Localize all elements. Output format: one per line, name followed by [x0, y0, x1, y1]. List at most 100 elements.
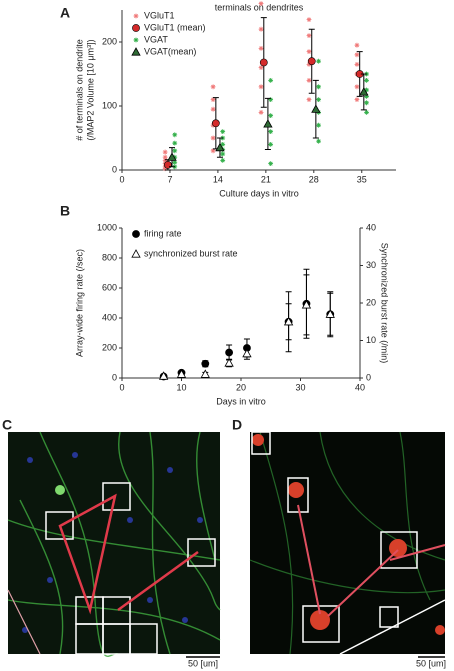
point [259, 58, 268, 67]
legend-label: VGAT(mean) [144, 46, 196, 56]
legend-label: VGAT [144, 34, 168, 44]
point [316, 97, 321, 102]
x-tick-label: 14 [213, 174, 223, 184]
point [306, 78, 312, 83]
y2-tick-label: 20 [366, 297, 376, 307]
y-tick-label: 0 [112, 164, 117, 174]
y-tick-label: 800 [102, 252, 117, 262]
point [162, 154, 168, 160]
point [211, 119, 220, 128]
y-tick-label: 400 [102, 312, 117, 322]
point [354, 42, 360, 48]
y2-tick-label: 10 [366, 335, 376, 345]
y-axis-label: # of terminals on dendrite [74, 39, 84, 141]
x-tick-label: 21 [261, 174, 271, 184]
point [258, 46, 264, 51]
point [364, 110, 369, 115]
point [167, 152, 177, 161]
panel-label: D [232, 417, 242, 433]
y2-tick-label: 30 [366, 260, 376, 270]
legend-marker [131, 249, 141, 258]
point [316, 84, 321, 90]
point [268, 161, 274, 166]
point [172, 132, 178, 138]
point [316, 122, 321, 128]
point [325, 309, 335, 318]
point [316, 58, 321, 64]
x-tick-label: 20 [236, 382, 246, 392]
legend-label: VGluT1 [144, 10, 175, 20]
y-tick-label: 200 [102, 342, 117, 352]
x-axis-label: Days in vitro [216, 396, 266, 406]
micrograph-c [7, 431, 221, 657]
y2-axis-label: Synchronized burst rate (/min) [380, 243, 390, 364]
point [163, 160, 172, 169]
point [200, 369, 210, 378]
x-tick-label: 0 [119, 174, 124, 184]
scale-bar-label: 50 [um] [188, 658, 218, 668]
point [306, 49, 312, 54]
point [220, 129, 226, 134]
point [364, 78, 369, 83]
legend-label: synchronized burst rate [144, 248, 238, 258]
y-axis-label: Array-wide firing rate (/sec) [74, 249, 84, 357]
legend-marker [132, 24, 140, 32]
point [258, 110, 264, 115]
x-tick-label: 40 [355, 382, 365, 392]
legend-marker [131, 47, 141, 56]
y-tick-label: 200 [102, 36, 117, 46]
point [258, 84, 264, 90]
point [172, 154, 178, 160]
point [307, 57, 316, 66]
point [258, 26, 264, 32]
point [354, 84, 360, 90]
point [172, 148, 178, 154]
point [224, 358, 234, 367]
point [242, 348, 252, 358]
y-tick-label: 0 [112, 372, 117, 382]
legend-marker [133, 37, 139, 43]
point [172, 159, 178, 165]
x-tick-label: 7 [167, 174, 172, 184]
panel-label: C [2, 417, 12, 433]
panel-label: A [60, 5, 70, 21]
point [210, 106, 216, 112]
point [268, 78, 274, 83]
point [258, 1, 264, 6]
point [258, 65, 264, 70]
point [268, 142, 274, 147]
x-tick-label: 10 [176, 382, 186, 392]
point [364, 100, 369, 106]
point [268, 113, 274, 118]
point [162, 149, 168, 155]
x-axis-label: Culture days in vitro [219, 188, 299, 198]
point [220, 151, 226, 157]
point [268, 97, 274, 102]
point [220, 158, 226, 163]
y-tick-label: 1000 [97, 222, 117, 232]
scale-bar-label: 50 [um] [416, 658, 446, 668]
x-tick-label: 35 [357, 174, 367, 184]
point [354, 52, 360, 58]
point [283, 316, 294, 326]
point [316, 138, 321, 144]
panel-label: B [60, 203, 70, 219]
legend-label: firing rate [144, 228, 182, 238]
point [210, 84, 216, 90]
micrograph-d [249, 431, 446, 655]
y-tick-label: 600 [102, 282, 117, 292]
point [268, 129, 274, 134]
y2-tick-label: 40 [366, 222, 376, 232]
point [359, 87, 369, 96]
legend-marker [133, 13, 139, 19]
point [176, 369, 187, 378]
point [301, 300, 312, 309]
x-tick-label: 30 [295, 382, 305, 392]
point [220, 142, 226, 147]
y-axis-label: (/MAP2 Volume [10 μm³]) [85, 39, 95, 140]
x-tick-label: 28 [309, 174, 319, 184]
point [201, 359, 210, 368]
point [306, 62, 312, 67]
point [210, 97, 216, 102]
